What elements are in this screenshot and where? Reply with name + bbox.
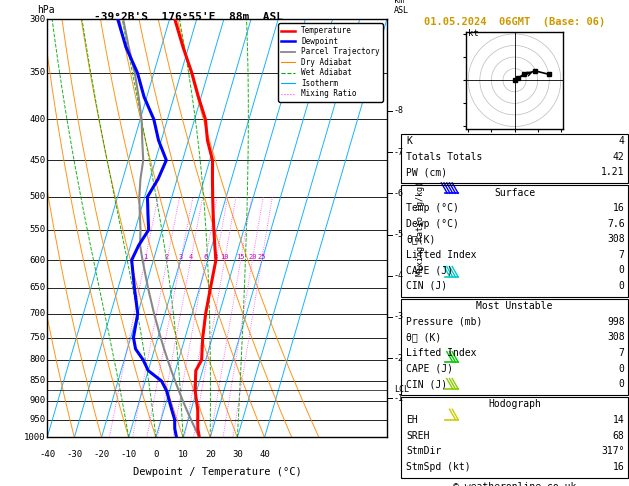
Text: 317°: 317° xyxy=(601,446,625,456)
Text: θᴄ (K): θᴄ (K) xyxy=(406,332,442,343)
Text: Mixing Ratio (g/kg): Mixing Ratio (g/kg) xyxy=(416,181,425,276)
Text: Lifted Index: Lifted Index xyxy=(406,250,477,260)
Text: 350: 350 xyxy=(30,69,45,77)
Text: 0: 0 xyxy=(619,379,625,389)
Text: 4: 4 xyxy=(619,136,625,146)
Text: 750: 750 xyxy=(30,333,45,342)
Text: CAPE (J): CAPE (J) xyxy=(406,265,454,276)
Text: 8: 8 xyxy=(214,254,218,260)
Text: -3: -3 xyxy=(394,312,404,321)
Text: -8: -8 xyxy=(394,106,404,115)
Text: 25: 25 xyxy=(257,254,266,260)
Text: 7.6: 7.6 xyxy=(607,219,625,229)
Text: -40: -40 xyxy=(39,450,55,459)
Text: 900: 900 xyxy=(30,396,45,405)
Text: 400: 400 xyxy=(30,115,45,124)
Text: Most Unstable: Most Unstable xyxy=(476,301,553,312)
Text: 16: 16 xyxy=(613,462,625,472)
Text: 14: 14 xyxy=(613,415,625,425)
Text: 10: 10 xyxy=(220,254,229,260)
Text: 0: 0 xyxy=(619,281,625,291)
Text: Pressure (mb): Pressure (mb) xyxy=(406,317,482,327)
Text: -5: -5 xyxy=(394,230,404,240)
Text: 308: 308 xyxy=(607,234,625,244)
Text: 6: 6 xyxy=(203,254,208,260)
Text: 0: 0 xyxy=(619,364,625,374)
Text: 7: 7 xyxy=(619,348,625,358)
Text: 16: 16 xyxy=(613,203,625,213)
Text: 2: 2 xyxy=(165,254,169,260)
Text: 1.21: 1.21 xyxy=(601,167,625,177)
Text: 998: 998 xyxy=(607,317,625,327)
Text: 7: 7 xyxy=(619,250,625,260)
Text: 01.05.2024  06GMT  (Base: 06): 01.05.2024 06GMT (Base: 06) xyxy=(424,17,605,27)
Text: PW (cm): PW (cm) xyxy=(406,167,447,177)
Text: Surface: Surface xyxy=(494,188,535,198)
Text: 68: 68 xyxy=(613,431,625,441)
Text: 1000: 1000 xyxy=(24,433,45,442)
Text: 42: 42 xyxy=(613,152,625,162)
Legend: Temperature, Dewpoint, Parcel Trajectory, Dry Adiabat, Wet Adiabat, Isotherm, Mi: Temperature, Dewpoint, Parcel Trajectory… xyxy=(279,23,383,102)
Text: 0: 0 xyxy=(619,265,625,276)
Text: 1: 1 xyxy=(143,254,147,260)
Text: -30: -30 xyxy=(66,450,82,459)
Text: Lifted Index: Lifted Index xyxy=(406,348,477,358)
Text: LCL: LCL xyxy=(394,385,409,394)
Text: -4: -4 xyxy=(394,271,404,280)
Text: StmSpd (kt): StmSpd (kt) xyxy=(406,462,471,472)
Text: 3: 3 xyxy=(179,254,183,260)
Text: 4: 4 xyxy=(189,254,193,260)
Text: 650: 650 xyxy=(30,283,45,293)
Text: -6: -6 xyxy=(394,189,404,198)
Text: 950: 950 xyxy=(30,415,45,424)
Text: θᴄ(K): θᴄ(K) xyxy=(406,234,436,244)
Text: 800: 800 xyxy=(30,355,45,364)
Text: -1: -1 xyxy=(394,394,404,402)
Text: -10: -10 xyxy=(121,450,136,459)
Text: -20: -20 xyxy=(94,450,109,459)
Text: km
ASL: km ASL xyxy=(394,0,409,15)
Text: Hodograph: Hodograph xyxy=(488,399,541,410)
Text: 40: 40 xyxy=(259,450,270,459)
Text: CIN (J): CIN (J) xyxy=(406,379,447,389)
Text: 700: 700 xyxy=(30,309,45,318)
Text: CAPE (J): CAPE (J) xyxy=(406,364,454,374)
Text: 0: 0 xyxy=(153,450,159,459)
Text: -2: -2 xyxy=(394,354,404,363)
Text: Dewp (°C): Dewp (°C) xyxy=(406,219,459,229)
Text: 550: 550 xyxy=(30,226,45,234)
Text: 20: 20 xyxy=(248,254,257,260)
Text: SREH: SREH xyxy=(406,431,430,441)
Text: 500: 500 xyxy=(30,192,45,201)
Text: hPa: hPa xyxy=(37,5,55,15)
Text: 30: 30 xyxy=(232,450,243,459)
Text: kt: kt xyxy=(468,29,479,38)
Text: 450: 450 xyxy=(30,156,45,165)
Text: EH: EH xyxy=(406,415,418,425)
Text: 850: 850 xyxy=(30,377,45,385)
Text: © weatheronline.co.uk: © weatheronline.co.uk xyxy=(453,482,576,486)
Text: -7: -7 xyxy=(394,148,404,157)
Text: 600: 600 xyxy=(30,256,45,264)
Text: 15: 15 xyxy=(237,254,245,260)
Text: CIN (J): CIN (J) xyxy=(406,281,447,291)
Text: 10: 10 xyxy=(177,450,189,459)
Text: -39°2B'S  176°55'E  88m  ASL: -39°2B'S 176°55'E 88m ASL xyxy=(94,12,283,22)
Text: 300: 300 xyxy=(30,15,45,24)
Text: Totals Totals: Totals Totals xyxy=(406,152,482,162)
Text: K: K xyxy=(406,136,412,146)
Text: Dewpoint / Temperature (°C): Dewpoint / Temperature (°C) xyxy=(133,467,301,477)
Text: 308: 308 xyxy=(607,332,625,343)
Text: StmDir: StmDir xyxy=(406,446,442,456)
Text: Temp (°C): Temp (°C) xyxy=(406,203,459,213)
Text: 20: 20 xyxy=(205,450,216,459)
